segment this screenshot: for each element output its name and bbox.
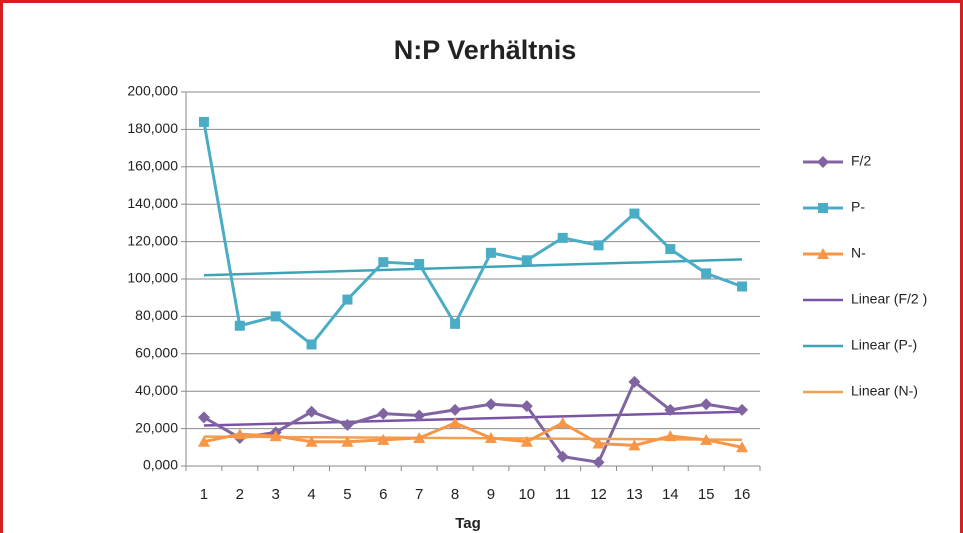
- point: [305, 405, 318, 418]
- y-tick-label: 60,000: [135, 345, 178, 361]
- point: [198, 116, 209, 127]
- x-tick-label: 9: [487, 486, 495, 503]
- trendline: [203, 258, 743, 277]
- point: [593, 240, 604, 251]
- point: [377, 407, 390, 420]
- point: [341, 435, 354, 447]
- series-line: [203, 421, 743, 449]
- y-tick-label: 200,000: [127, 83, 178, 99]
- point: [413, 431, 426, 443]
- point: [234, 320, 245, 331]
- point: [736, 441, 749, 453]
- point: [449, 403, 462, 416]
- point: [556, 450, 569, 463]
- y-tick-label: 120,000: [127, 232, 178, 248]
- point: [413, 409, 426, 422]
- y-tick-label: 80,000: [135, 307, 178, 323]
- point: [629, 208, 640, 219]
- point: [305, 435, 318, 447]
- point: [736, 403, 749, 416]
- point: [233, 428, 246, 440]
- point: [665, 244, 676, 255]
- point: [378, 257, 389, 268]
- y-tick-label: 180,000: [127, 120, 178, 136]
- point: [700, 398, 713, 411]
- legend-label: F/2: [851, 153, 871, 169]
- point: [664, 403, 677, 416]
- point: [485, 247, 496, 258]
- chart-title: N:P Verhältnis: [394, 35, 577, 65]
- point: [701, 268, 712, 279]
- point: [592, 456, 605, 469]
- legend-marker: [817, 156, 829, 168]
- point: [341, 418, 354, 431]
- legend-label: Linear (F/2 ): [851, 291, 927, 307]
- x-tick-label: 16: [734, 486, 751, 503]
- x-tick-label: 8: [451, 486, 459, 503]
- point: [484, 398, 497, 411]
- x-tick-label: 6: [379, 486, 387, 503]
- point: [306, 339, 317, 350]
- point: [557, 232, 568, 243]
- x-tick-label: 1: [200, 486, 208, 503]
- series-line: [202, 121, 743, 347]
- point: [449, 416, 462, 428]
- point: [737, 281, 748, 292]
- legend-label: P-: [851, 199, 865, 215]
- point: [197, 411, 210, 424]
- point: [664, 430, 677, 442]
- point: [520, 435, 533, 447]
- legend-label: Linear (N-): [851, 383, 918, 399]
- x-tick-label: 5: [343, 486, 351, 503]
- point: [269, 430, 282, 442]
- y-tick-label: 40,000: [135, 382, 178, 398]
- y-tick-label: 160,000: [127, 158, 178, 174]
- y-tick-label: 20,000: [135, 419, 178, 435]
- x-tick-label: 3: [272, 486, 280, 503]
- point: [377, 433, 390, 445]
- legend-label: N-: [851, 245, 866, 261]
- point: [484, 431, 497, 443]
- point: [628, 439, 641, 451]
- point: [700, 433, 713, 445]
- point: [342, 294, 353, 305]
- legend-marker: [818, 203, 828, 213]
- x-axis-label: Tag: [455, 515, 481, 532]
- point: [197, 435, 210, 447]
- point: [628, 375, 641, 388]
- x-tick-label: 11: [555, 486, 571, 503]
- y-tick-label: 140,000: [127, 195, 178, 211]
- series-line: [203, 379, 743, 464]
- y-tick-label: 0,000: [143, 457, 178, 473]
- x-tick-label: 7: [415, 486, 423, 503]
- legend-marker: [817, 248, 829, 259]
- x-tick-label: 12: [590, 486, 607, 503]
- point: [520, 400, 533, 413]
- x-tick-label: 2: [236, 486, 244, 503]
- point: [270, 311, 281, 322]
- legend-label: Linear (P-): [851, 337, 917, 353]
- point: [592, 437, 605, 449]
- y-tick-label: 100,000: [127, 270, 178, 286]
- x-tick-label: 13: [626, 486, 643, 503]
- x-tick-label: 4: [307, 486, 315, 503]
- point: [521, 255, 532, 266]
- x-tick-label: 14: [662, 486, 679, 503]
- point: [450, 318, 461, 329]
- point: [414, 259, 425, 270]
- x-tick-label: 15: [698, 486, 715, 503]
- point: [556, 416, 569, 428]
- x-tick-label: 10: [518, 486, 535, 503]
